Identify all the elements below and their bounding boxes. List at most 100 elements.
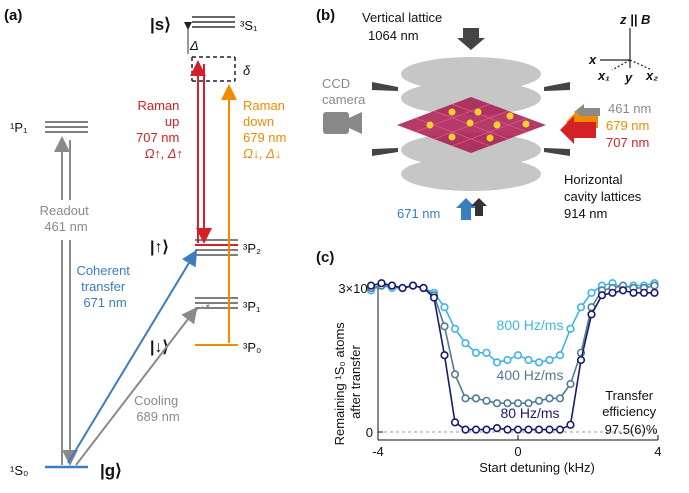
delta-cap-label: Δ: [189, 38, 199, 53]
data-point: [450, 370, 460, 379]
coherent-transfer-text: Coherent transfer 671 nm: [76, 263, 133, 310]
horizontal-lattice-text: Horizontal cavity lattices 914 nm: [564, 172, 645, 221]
raman-up-text: Raman up 707 nm Ω↑, Δ↑: [136, 98, 183, 161]
series-label: 400 Hz/ms: [497, 367, 564, 383]
panel-a: (a) |s⟩ ³S₁ Δ δ ¹P₁: [4, 7, 290, 480]
data-point: [471, 394, 481, 403]
data-point: [377, 279, 386, 288]
data-point: [608, 288, 617, 297]
data-point: [576, 355, 586, 365]
axis-x2-label: x₂: [645, 68, 658, 83]
series-label: 800 Hz/ms: [497, 317, 564, 333]
y-tick-label: 3×10⁵: [338, 281, 373, 296]
data-point: [576, 303, 586, 312]
data-point: [461, 394, 470, 403]
panel-c: (c) Remaining ¹S₀ atoms after transfer -…: [316, 249, 662, 475]
coherent-transfer-arrow: [67, 249, 198, 464]
data-point: [566, 324, 575, 333]
data-point: [408, 281, 418, 290]
level-3P0-label: ³P₀: [243, 340, 261, 355]
data-point: [597, 291, 607, 300]
data-point: [534, 425, 544, 434]
data-point: [650, 281, 659, 290]
data-point: [534, 396, 544, 405]
data-point: [524, 425, 533, 434]
data-point: [419, 283, 428, 293]
axis-x-label: x: [588, 52, 597, 67]
beam-461-label: 461 nm: [608, 101, 651, 116]
data-point: [398, 283, 407, 293]
data-point: [513, 399, 523, 408]
beam-707-label: 707 nm: [606, 135, 649, 150]
data-point: [524, 399, 533, 408]
x-tick-label: -4: [372, 444, 384, 459]
data-point: [461, 339, 470, 348]
x-tick-label: 4: [654, 444, 661, 459]
data-point: [545, 425, 554, 434]
level-3P2-label: ³P₂: [243, 241, 261, 256]
x-axis-label: Start detuning (kHz): [479, 460, 595, 475]
data-point: [482, 396, 491, 405]
data-point: [440, 351, 449, 360]
raman-beams-icon: [560, 104, 600, 144]
level-3S1-lines: [192, 16, 235, 28]
data-point: [566, 379, 575, 389]
transfer-efficiency-annotation: Transfer efficiency 97.5(6)%: [602, 388, 660, 437]
data-point: [555, 394, 565, 403]
vertical-lattice-text: Vertical lattice 1064 nm: [362, 10, 446, 43]
level-1P1-lines: [45, 121, 88, 133]
state-up-label: |↑⟩: [150, 239, 169, 256]
atom-lattice-grid: [397, 97, 546, 153]
level-3P2-lines: [195, 239, 238, 256]
axis-y-label: y: [624, 70, 633, 85]
data-point: [587, 310, 596, 319]
data-point: [450, 324, 460, 333]
state-g-label: |g⟩: [100, 461, 122, 480]
cooling-text: Cooling 689 nm: [134, 393, 182, 424]
beam-671-label: 671 nm: [397, 206, 440, 221]
axis-x1-label: x₁: [597, 68, 610, 83]
data-point: [513, 425, 523, 434]
horizontal-lattice-arrows: [372, 82, 570, 156]
data-point: [545, 394, 554, 403]
data-point: [492, 358, 502, 367]
panel-b: (b) Vertical lattice 1064 nm: [316, 7, 658, 221]
data-point: [545, 355, 554, 365]
data-point: [566, 420, 575, 429]
data-point: [513, 351, 523, 360]
coordinate-axes: [600, 28, 653, 71]
ccd-camera-icon: [323, 112, 362, 134]
vertical-beam-arrow: [457, 28, 485, 50]
level-1P1-label: ¹P₁: [10, 120, 28, 135]
data-point: [503, 425, 512, 434]
data-point: [366, 281, 376, 290]
data-point: [587, 288, 596, 297]
readout-text: Readout 461 nm: [40, 203, 93, 234]
y-tick-label: 0: [366, 425, 373, 440]
ccd-camera-text: CCD camera: [322, 76, 366, 107]
y-axis-label: Remaining ¹S₀ atoms after transfer: [332, 319, 363, 446]
data-point: [492, 424, 502, 433]
data-point: [471, 425, 481, 434]
series-label: 80 Hz/ms: [500, 405, 559, 421]
data-point: [471, 348, 481, 357]
beam-679-label: 679 nm: [606, 118, 649, 133]
axis-z-label: z || B: [619, 12, 650, 27]
level-3S1-label: ³S₁: [240, 18, 258, 33]
state-s-label: |s⟩: [150, 15, 171, 34]
level-1S0-label: ¹S₀: [10, 463, 28, 478]
data-point: [440, 322, 449, 331]
raman-down-text: Raman down 679 nm Ω↓, Δ↓: [243, 98, 290, 161]
level-3P1-lines: [195, 297, 238, 309]
cooling-arrow: [75, 306, 198, 466]
data-point: [387, 281, 397, 290]
data-point: [555, 425, 565, 434]
data-point: [461, 425, 470, 434]
data-point: [639, 288, 649, 297]
level-3P1-label: ³P₁: [243, 299, 261, 314]
data-point: [555, 351, 565, 360]
delta-small-label: δ: [243, 63, 251, 78]
panel-c-label: (c): [316, 249, 334, 266]
data-point: [503, 399, 512, 408]
